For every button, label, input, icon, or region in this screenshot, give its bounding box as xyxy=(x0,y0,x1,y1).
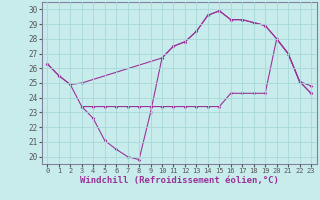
X-axis label: Windchill (Refroidissement éolien,°C): Windchill (Refroidissement éolien,°C) xyxy=(80,176,279,185)
